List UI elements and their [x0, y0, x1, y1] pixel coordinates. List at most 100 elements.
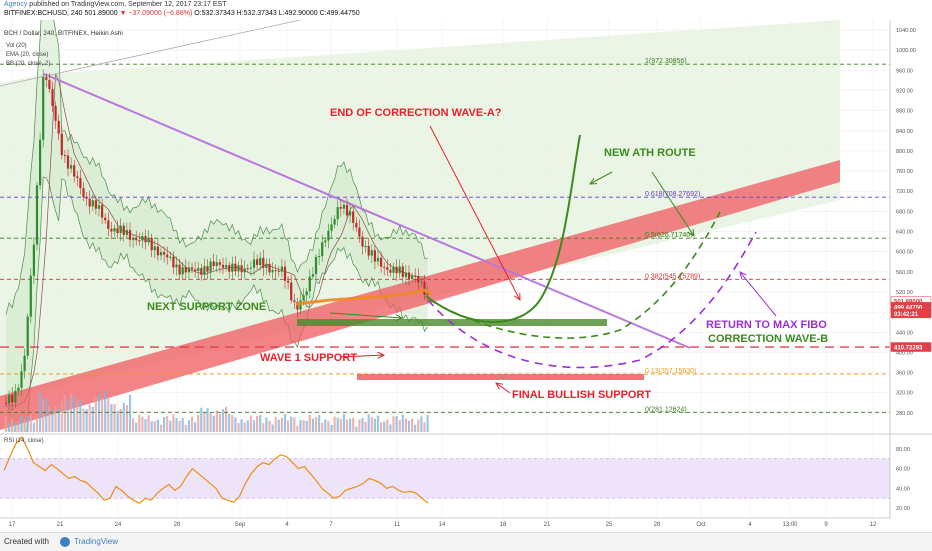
candle-body: [311, 274, 314, 277]
volume-bar: [172, 414, 175, 432]
candle-body: [8, 394, 11, 404]
volume-bar: [262, 423, 265, 432]
candle-body: [128, 230, 132, 240]
price-tick-label: 680.00: [896, 209, 913, 215]
volume-bar: [299, 420, 302, 432]
fibonacci-labels: 1(972.30856) 0.618(708.27692) 0.5(626.7174…: [645, 58, 700, 413]
candle-body: [265, 263, 268, 268]
candle-body: [17, 387, 20, 391]
volume-bar: [324, 419, 327, 432]
candle-body: [361, 236, 364, 247]
volume-bar: [330, 424, 333, 432]
candle-body: [42, 77, 45, 140]
candle-body: [386, 267, 389, 270]
volume-bar: [417, 419, 420, 432]
volume-bar: [228, 413, 231, 432]
author-link[interactable]: Agency: [4, 1, 28, 8]
label-return-max-fibo: RETURN TO MAX FIBO: [706, 319, 827, 331]
candles: [4, 69, 429, 411]
chart-canvas[interactable]: 20.00 40.00 60.00 80.00 280.00 320.00 360.00 4…: [0, 0, 932, 532]
price-tick-label: 520.00: [896, 290, 913, 296]
volume-bar: [101, 397, 104, 432]
candle-body: [147, 238, 150, 243]
published-text: published on TradingView.com, September …: [27, 1, 227, 8]
volume-bar: [259, 415, 262, 432]
volume-bar: [42, 400, 45, 432]
volume-bar: [271, 424, 274, 432]
candle-body: [246, 268, 249, 270]
volume-bar: [175, 417, 178, 432]
candle-body: [256, 259, 259, 265]
arrow-head: [495, 382, 503, 390]
label-wave1-support: WAVE 1 SUPPORT: [260, 352, 357, 364]
time-axis: 17 21 24 28 Sep 4 7 11 14 18 21 25 28 Oct 4 13:00 9 12: [0, 517, 890, 528]
candle-body: [411, 275, 414, 279]
price-tick-label: 280.00: [896, 411, 913, 417]
volume-bar: [411, 418, 414, 432]
time-tick-label: Oct: [696, 522, 706, 528]
price-tick-label: 840.00: [896, 129, 913, 135]
candle-body: [125, 230, 128, 235]
price-tick-label: 360.00: [896, 371, 913, 377]
footer-brand[interactable]: TradingView: [74, 537, 119, 546]
candle-body: [197, 268, 200, 271]
volume-bar: [218, 413, 221, 432]
ohlc-text: O:532.37343 H:532.37343 L:492.90000 C:49…: [194, 10, 360, 17]
volume-bar: [76, 401, 79, 432]
time-tick-label: 13:00: [782, 522, 798, 528]
volume-bar: [97, 394, 101, 432]
candle-body: [169, 256, 172, 258]
arrow-head: [739, 271, 747, 279]
candle-body: [234, 263, 237, 272]
volume-bar: [342, 414, 345, 432]
volume-bar: [163, 416, 166, 432]
candle-body: [259, 257, 262, 265]
price-marker-label: 499.44750: [894, 305, 923, 311]
symbol-info: BITFINEX:BCHUSD, 240 501.89000 ▼ −37.090…: [4, 10, 360, 17]
volume-bar: [209, 413, 212, 432]
volume-bar: [110, 404, 113, 432]
volume-bar: [135, 422, 138, 432]
volume-bar: [225, 406, 228, 432]
arrow-line: [495, 382, 511, 394]
volume-bar: [327, 421, 330, 432]
candle-body: [163, 252, 166, 255]
candle-body: [29, 275, 32, 317]
candle-body: [110, 228, 113, 232]
candle-body: [274, 270, 277, 272]
arrow-head: [687, 228, 695, 237]
candle-body: [39, 139, 42, 186]
volume-bar: [293, 417, 296, 432]
volume-bar: [206, 408, 209, 432]
time-tick-label: Sep: [235, 522, 246, 528]
tradingview-logo-icon: [60, 537, 70, 547]
label-correction-wave-b: CORRECTION WAVE-B: [708, 333, 828, 345]
orange-support-band: [295, 288, 433, 306]
candle-body: [283, 266, 287, 281]
volume-bar: [318, 415, 321, 432]
legend-title: BCH / Dollar, 240, BITFINEX, Heikin Ashi: [4, 30, 123, 37]
volume-bar: [138, 414, 141, 432]
candle-body: [240, 265, 243, 273]
final-support-zone-rect: [357, 374, 644, 380]
annotation-arrows: [329, 125, 777, 394]
candle-body: [119, 225, 122, 234]
arrow-line: [651, 171, 695, 237]
volume-bar: [79, 400, 82, 432]
volume-bar: [231, 415, 234, 432]
candle-body: [178, 264, 181, 275]
candle-body: [181, 267, 184, 275]
price-tick-label: 320.00: [896, 391, 913, 397]
price-tick-label: 880.00: [896, 109, 913, 115]
volume-bar: [156, 419, 159, 432]
time-tick-label: 21: [544, 522, 551, 528]
candle-body: [380, 257, 383, 267]
volume-bar: [128, 394, 132, 432]
price-marker-label: 03:42:21: [894, 312, 919, 318]
candle-body: [423, 281, 426, 295]
candle-body: [215, 262, 218, 266]
candle-body: [101, 205, 104, 218]
volume-bar: [373, 418, 376, 432]
candle-body: [73, 165, 76, 177]
price-tick-label: 800.00: [896, 149, 913, 155]
